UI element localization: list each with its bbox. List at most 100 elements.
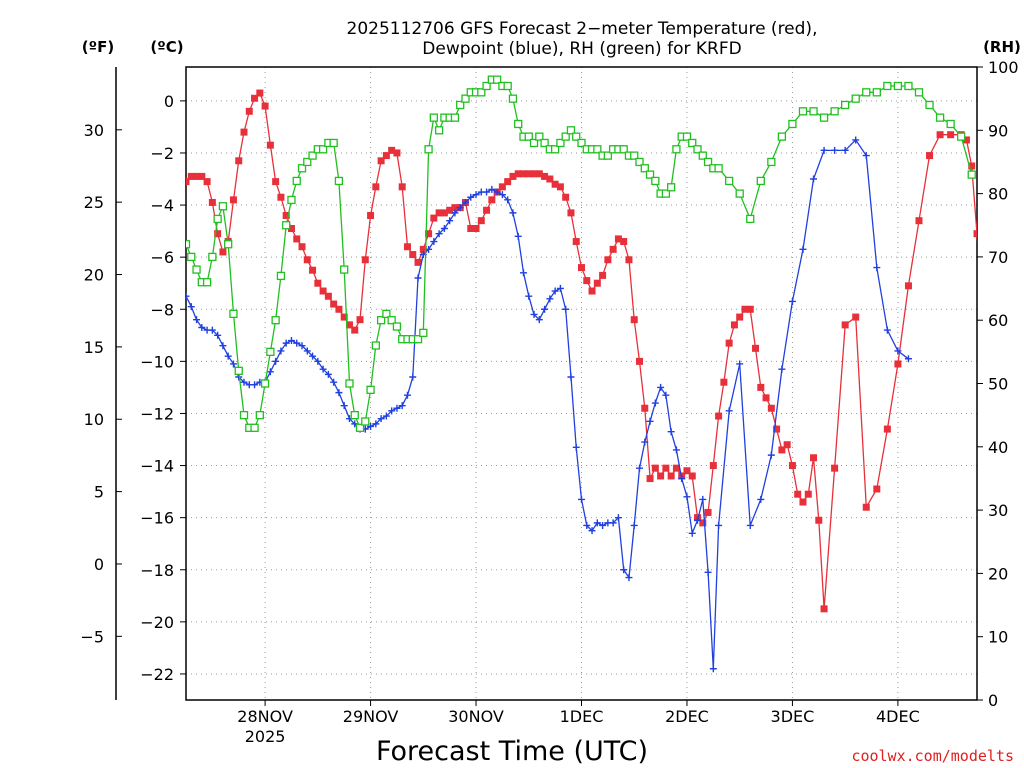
rh-point bbox=[371, 341, 380, 350]
fahrenheit-tick-label: 25 bbox=[84, 193, 104, 212]
dewpoint-point bbox=[778, 365, 786, 373]
rh-point bbox=[767, 157, 776, 167]
rh-tick-label: 60 bbox=[988, 311, 1008, 330]
rh-point bbox=[292, 176, 301, 186]
temperature-point bbox=[593, 279, 601, 287]
dewpoint-point bbox=[467, 193, 475, 201]
rh-point bbox=[318, 145, 328, 154]
fahrenheit-tick-label: −5 bbox=[80, 627, 104, 646]
rh-point bbox=[946, 119, 955, 129]
temperature-point bbox=[736, 313, 744, 321]
dewpoint-point bbox=[562, 305, 570, 313]
rh-point bbox=[361, 417, 370, 426]
dewpoint-point bbox=[186, 292, 190, 300]
dewpoint-point bbox=[625, 574, 633, 582]
dewpoint-point bbox=[636, 464, 644, 472]
dewpoint-point bbox=[841, 146, 849, 154]
x-tick-label: 4DEC bbox=[876, 707, 920, 726]
dewpoint-point bbox=[715, 521, 723, 529]
rh-point bbox=[303, 157, 312, 167]
rh-point bbox=[645, 170, 655, 179]
rh-point bbox=[461, 94, 470, 103]
rh-point bbox=[287, 195, 296, 205]
rh-point bbox=[355, 423, 365, 432]
rh-point bbox=[208, 252, 217, 262]
dewpoint-point bbox=[546, 295, 554, 303]
dewpoint-point bbox=[240, 378, 248, 386]
rh-point bbox=[566, 126, 576, 135]
temperature-point bbox=[556, 183, 564, 191]
rh-point bbox=[382, 309, 391, 319]
dewpoint-point bbox=[551, 287, 559, 295]
dewpoint-point bbox=[282, 339, 290, 347]
rh-point bbox=[419, 328, 428, 338]
temperature-point bbox=[704, 508, 712, 516]
rh-point bbox=[635, 157, 644, 167]
rh-point bbox=[482, 81, 491, 91]
temperature-point bbox=[208, 198, 216, 206]
temperature-point bbox=[662, 464, 670, 472]
dewpoint-point bbox=[810, 175, 818, 183]
dewpoint-point bbox=[367, 422, 375, 430]
temperature-point bbox=[361, 256, 369, 264]
temperature-point bbox=[989, 293, 996, 300]
fahrenheit-tick-label: 15 bbox=[84, 338, 104, 357]
rh-point bbox=[809, 107, 818, 116]
rh-point bbox=[593, 145, 602, 154]
temperature-point bbox=[904, 282, 912, 290]
temperature-point bbox=[509, 172, 517, 180]
temperature-point bbox=[382, 152, 390, 160]
temperature-point bbox=[483, 206, 491, 214]
dewpoint-point bbox=[862, 152, 870, 160]
dewpoint-point bbox=[620, 566, 628, 574]
rh-point bbox=[529, 138, 539, 148]
rh-point bbox=[345, 379, 354, 388]
dewpoint-point bbox=[266, 368, 274, 376]
dewpoint-point bbox=[193, 316, 201, 324]
credit-text: coolwx.com/modelts bbox=[851, 747, 1014, 765]
rh-point bbox=[477, 88, 486, 97]
dewpoint-point bbox=[657, 383, 665, 391]
dewpoint-point bbox=[451, 209, 459, 217]
temperature-point bbox=[804, 490, 812, 498]
rh-point bbox=[556, 138, 565, 148]
dewpoint-point bbox=[382, 412, 390, 420]
dewpoint-point bbox=[277, 347, 285, 355]
rh-point bbox=[387, 316, 396, 325]
temperature-point bbox=[973, 230, 977, 238]
dewpoint-point bbox=[767, 451, 775, 459]
temperature-point bbox=[588, 287, 596, 295]
rh-point bbox=[550, 145, 560, 154]
temperature-point bbox=[562, 193, 570, 201]
temperature-point bbox=[773, 425, 781, 433]
rh-point bbox=[434, 126, 444, 135]
temperature-point bbox=[646, 475, 654, 483]
rh-point bbox=[376, 316, 386, 325]
temperature-point bbox=[440, 209, 448, 217]
dewpoint-point bbox=[403, 391, 411, 399]
dewpoint-point bbox=[372, 420, 380, 428]
temperature-point bbox=[266, 141, 274, 149]
dewpoint-point bbox=[725, 407, 733, 415]
temperature-point bbox=[962, 136, 970, 144]
chart-subtitle: Dewpoint (blue), RH (green) for KRFD bbox=[422, 39, 741, 59]
rh-axis-label: (RH) bbox=[983, 38, 1021, 56]
dewpoint-point bbox=[287, 337, 295, 345]
rh-point bbox=[904, 81, 913, 91]
rh-point bbox=[297, 164, 307, 173]
rh-point bbox=[666, 183, 676, 192]
dewpoint-point bbox=[309, 352, 317, 360]
rh-point bbox=[192, 265, 201, 274]
dewpoint-point bbox=[472, 191, 480, 199]
rh-point bbox=[893, 81, 903, 91]
temperature-point bbox=[272, 178, 280, 186]
temperature-point bbox=[309, 266, 317, 274]
fahrenheit-tick-label: 10 bbox=[84, 410, 104, 429]
dewpoint-point bbox=[588, 527, 596, 535]
temperature-point bbox=[398, 183, 406, 191]
temperature-point bbox=[198, 172, 206, 180]
celsius-tick-label: 0 bbox=[164, 92, 174, 111]
rh-point bbox=[234, 366, 243, 375]
temperature-point bbox=[683, 467, 691, 475]
rh-point bbox=[271, 316, 280, 325]
